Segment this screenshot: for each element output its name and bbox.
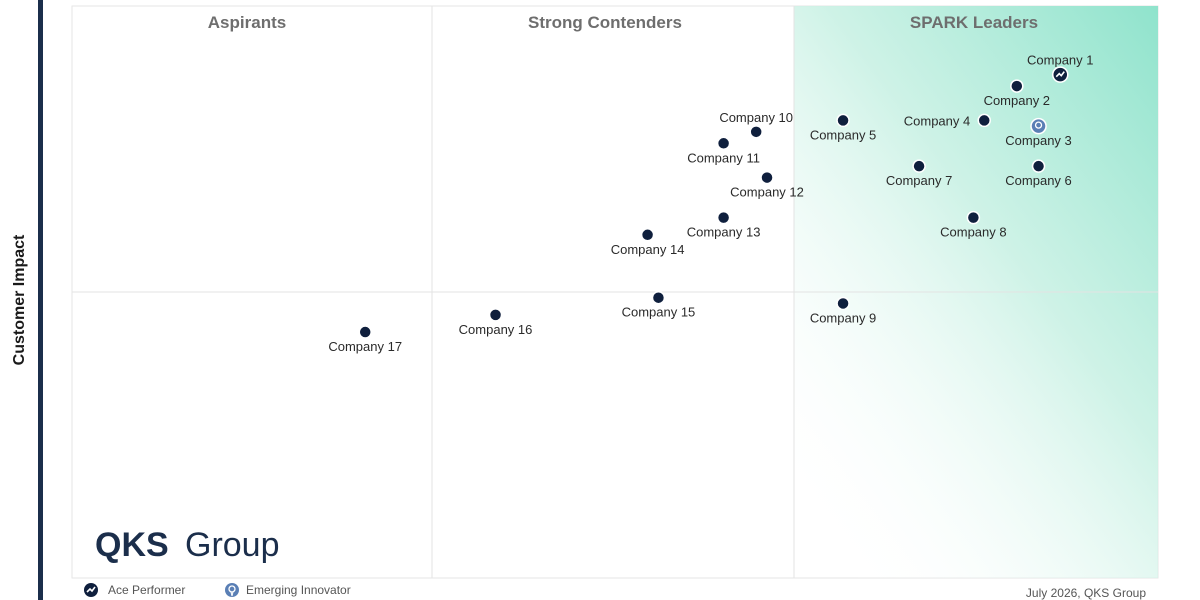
data-point: Company 14 — [611, 228, 685, 257]
data-point: Company 11 — [687, 136, 760, 165]
point-label: Company 5 — [810, 127, 876, 142]
point-marker — [716, 136, 731, 151]
point-marker — [836, 296, 850, 311]
point-marker — [760, 170, 774, 185]
point-label: Company 8 — [940, 225, 1006, 240]
data-point: Company 1 — [1027, 53, 1094, 83]
data-point: Company 4 — [904, 113, 991, 128]
point-label: Company 16 — [459, 322, 533, 337]
data-point: Company 5 — [810, 113, 876, 142]
data-point: Company 10 — [719, 110, 793, 139]
quadrant-label-leaders: SPARK Leaders — [910, 13, 1038, 32]
point-label: Company 9 — [810, 310, 876, 325]
point-marker — [912, 159, 926, 173]
point-marker — [977, 113, 991, 128]
point-marker — [651, 290, 666, 305]
point-label: Company 1 — [1027, 53, 1093, 68]
y-axis-bar — [38, 0, 43, 600]
qks-group-logo: QKS Group — [95, 526, 280, 564]
point-label: Company 13 — [687, 225, 761, 240]
data-point: Company 16 — [459, 308, 533, 337]
legend: Ace Performer Emerging Innovator — [84, 583, 351, 597]
data-point: Company 13 — [687, 210, 761, 240]
y-axis-label: Customer Impact — [11, 234, 28, 365]
point-label: Company 4 — [904, 113, 970, 128]
point-label: Company 10 — [719, 110, 793, 125]
point-marker — [1010, 79, 1024, 93]
point-marker — [1031, 159, 1046, 173]
data-point: Company 17 — [328, 325, 402, 354]
point-label: Company 17 — [328, 339, 402, 354]
logo-word: Group — [185, 526, 280, 564]
data-point: Company 15 — [622, 290, 696, 320]
point-label: Company 14 — [611, 242, 685, 257]
quadrant-label-aspirants: Aspirants — [208, 13, 286, 32]
point-marker — [966, 210, 981, 225]
data-point: Company 9 — [810, 296, 876, 325]
point-marker — [836, 113, 850, 128]
emerging-innovator-marker — [1030, 117, 1047, 135]
point-marker — [488, 308, 503, 322]
emerging-innovator-icon — [225, 583, 239, 597]
ace-performer-icon — [1055, 71, 1065, 78]
data-point: Company 8 — [940, 210, 1007, 240]
quadrant-label-contenders: Strong Contenders — [528, 13, 682, 32]
point-marker — [749, 125, 763, 139]
point-label: Company 15 — [622, 305, 696, 320]
point-marker — [716, 210, 731, 225]
point-label: Company 2 — [984, 93, 1050, 108]
legend-ace-performer: Ace Performer — [108, 583, 185, 597]
emerging-innovator-icon — [1034, 121, 1043, 129]
data-point: Company 2 — [984, 79, 1050, 108]
point-label: Company 6 — [1005, 173, 1071, 188]
data-point: Company 7 — [886, 159, 952, 188]
point-marker — [358, 325, 372, 339]
data-point: Company 6 — [1005, 159, 1072, 188]
data-point: Company 12 — [730, 170, 804, 200]
legend-emerging-innovator: Emerging Innovator — [246, 583, 351, 597]
point-label: Company 12 — [730, 185, 804, 200]
point-marker — [640, 228, 655, 242]
points-layer: Company 1 Company 2 Company 3 Company 4 Comp… — [328, 53, 1093, 354]
point-label: Company 3 — [1005, 133, 1071, 148]
point-label: Company 7 — [886, 173, 952, 188]
logo-brand: QKS — [95, 526, 169, 564]
point-label: Company 11 — [687, 150, 760, 165]
ace-performer-icon — [84, 583, 98, 597]
data-point: Company 3 — [1005, 117, 1072, 148]
footer-credit: July 2026, QKS Group — [1026, 586, 1146, 600]
